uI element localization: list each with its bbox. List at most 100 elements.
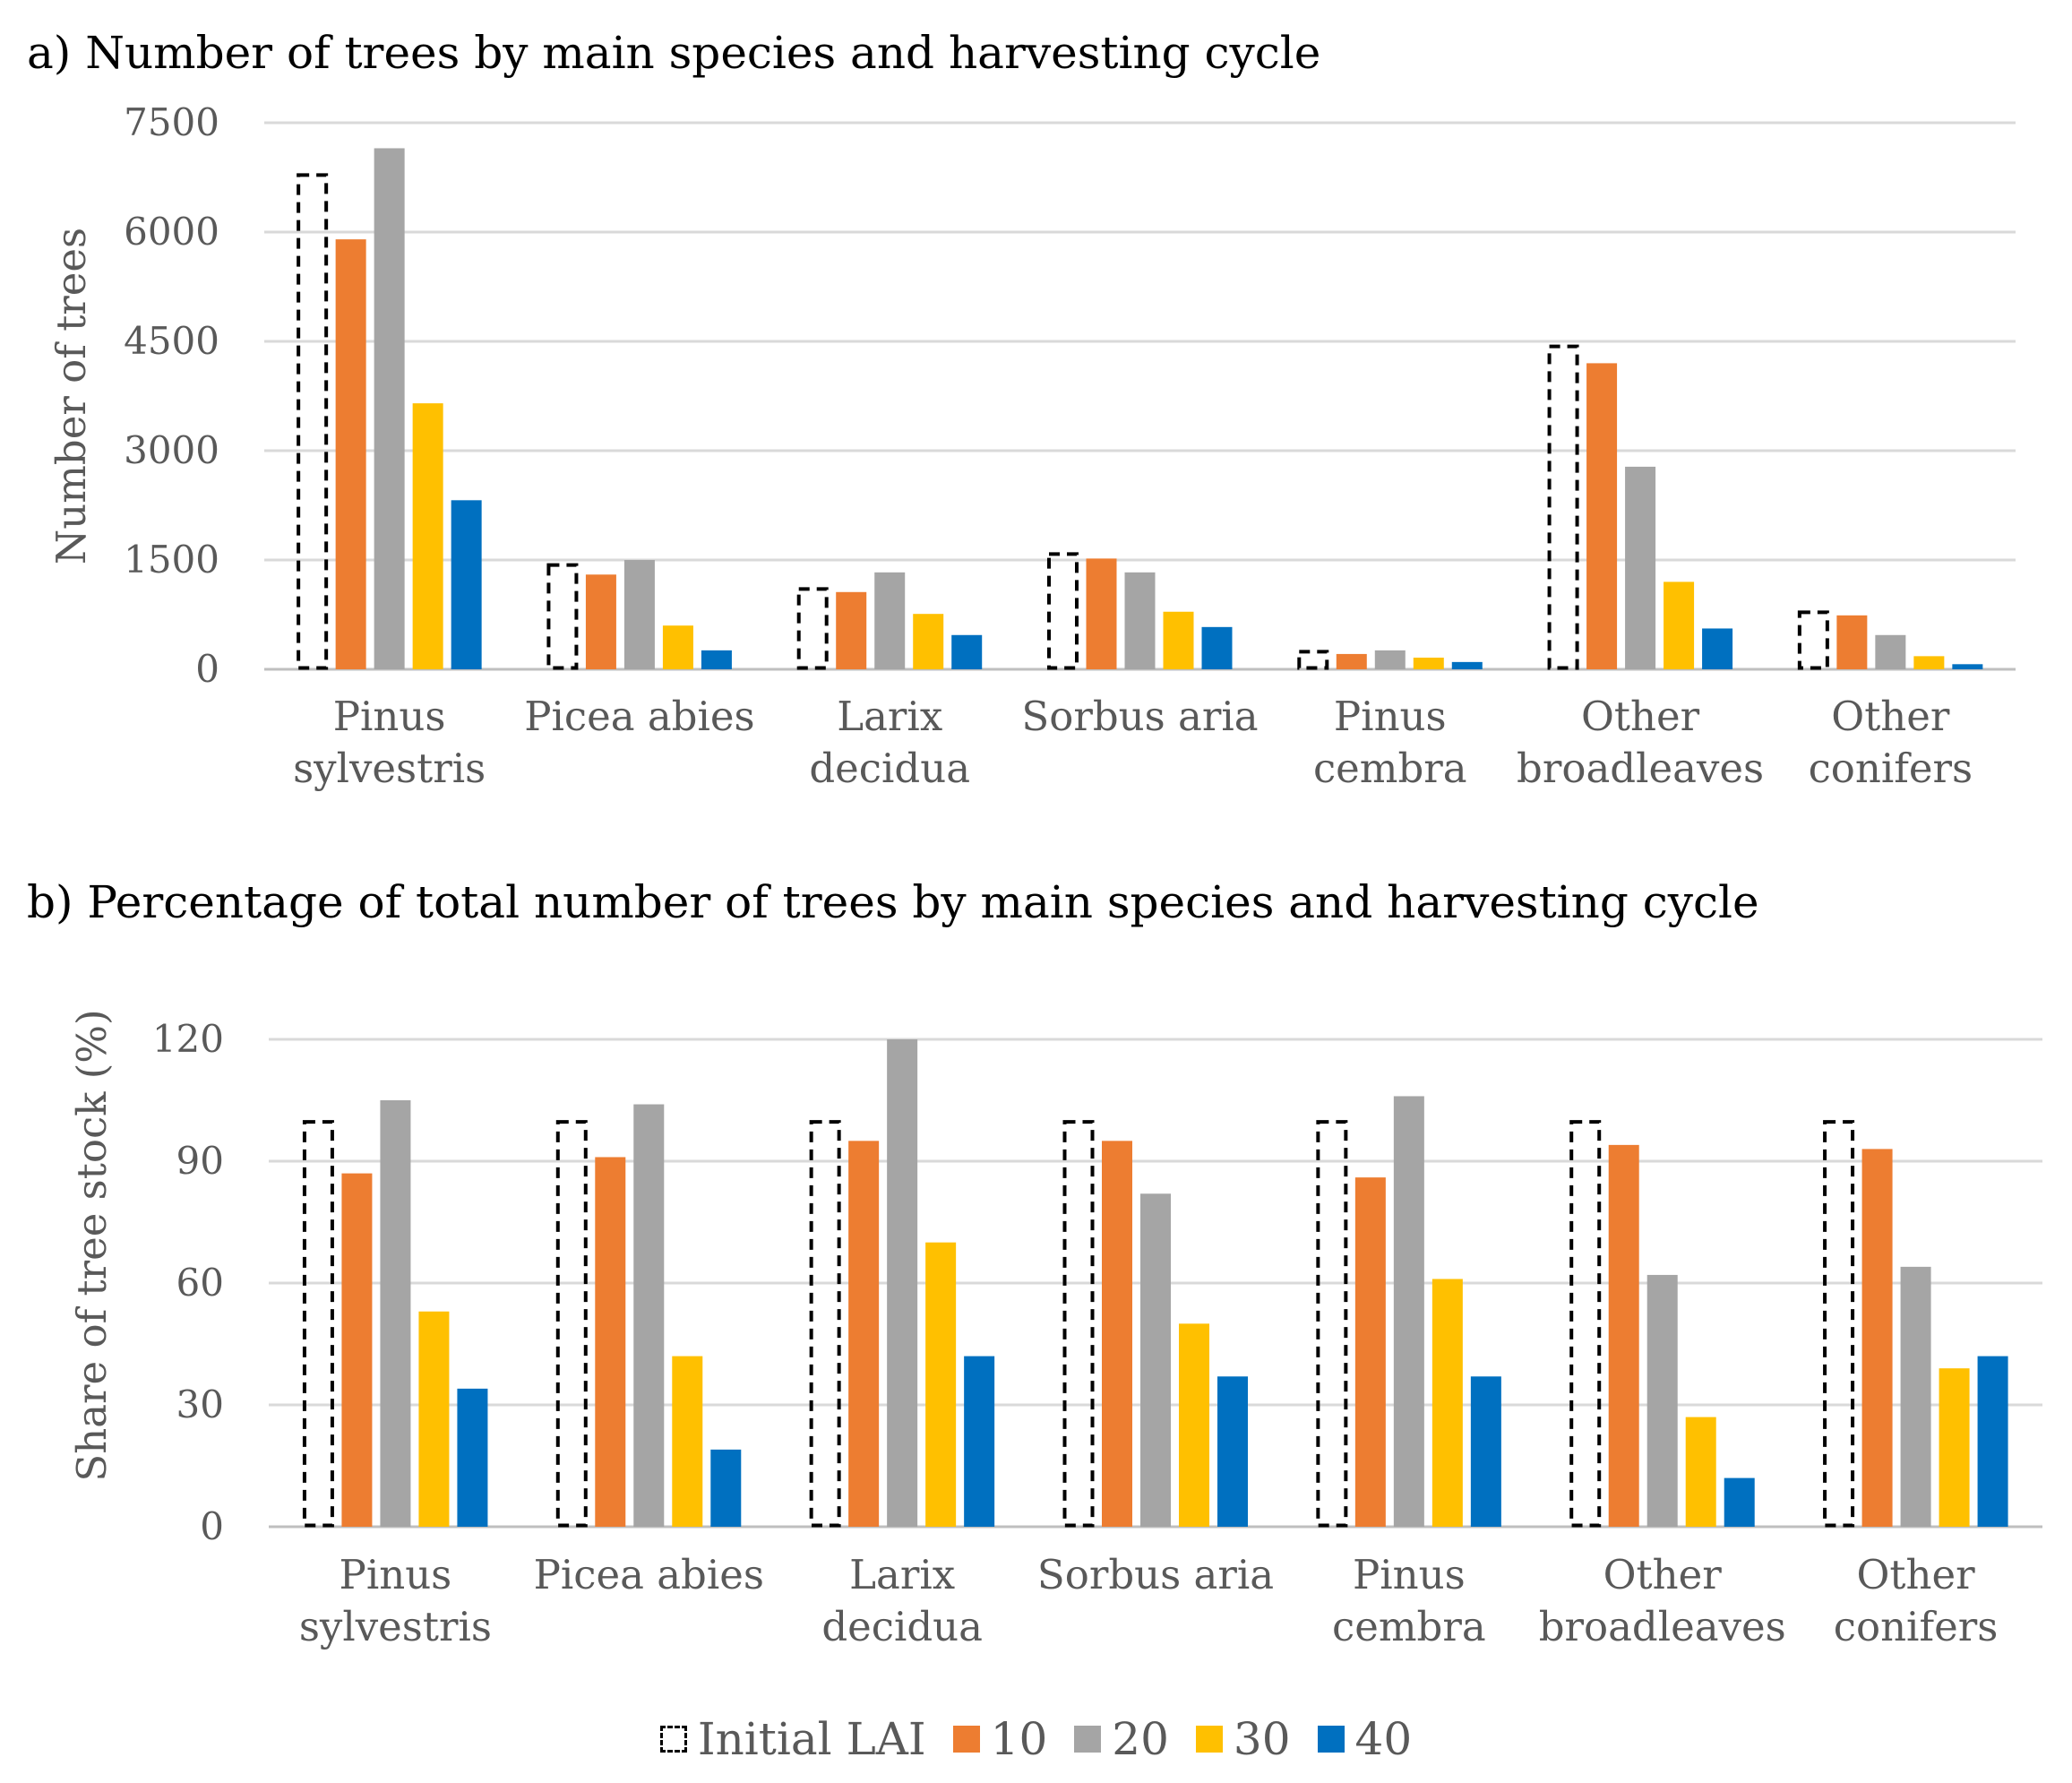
category-label: Pinus bbox=[1334, 693, 1447, 740]
legend-label-10: 10 bbox=[990, 1713, 1048, 1765]
category-label: Other bbox=[1603, 1551, 1723, 1598]
y-axis-title: Number of trees bbox=[47, 228, 95, 564]
bar-initial-lai-pinus-cembra bbox=[1297, 650, 1329, 670]
category-label: sylvestris bbox=[293, 745, 486, 792]
legend-item-30: 30 bbox=[1195, 1713, 1291, 1765]
chart-a-title: a) Number of trees by main species and h… bbox=[27, 27, 1321, 79]
bar-20-pinus-cembra bbox=[1393, 1096, 1424, 1527]
y-tick-label: 0 bbox=[200, 1504, 224, 1548]
bar-40-other-broadleaves bbox=[1724, 1477, 1755, 1527]
bar-30-other-broadleaves bbox=[1664, 581, 1695, 669]
category-label: Picea abies bbox=[534, 1551, 764, 1598]
category-label: Other bbox=[1857, 1551, 1976, 1598]
bar-initial-lai-pinus-sylvestris bbox=[297, 173, 329, 670]
bar-40-other-broadleaves bbox=[1702, 628, 1733, 669]
bar-10-picea-abies bbox=[595, 1157, 626, 1527]
legend-swatch-30 bbox=[1195, 1726, 1223, 1753]
bar-30-pinus-sylvestris bbox=[418, 1311, 450, 1527]
y-tick-label: 120 bbox=[152, 1017, 224, 1061]
bar-20-picea-abies bbox=[623, 560, 655, 669]
category-label: broadleaves bbox=[1517, 745, 1764, 792]
bar-10-other-conifers bbox=[1861, 1149, 1893, 1527]
legend-item-20: 20 bbox=[1074, 1713, 1169, 1765]
legend-swatch-20 bbox=[1074, 1726, 1102, 1753]
bar-40-larix-decidua bbox=[964, 1356, 995, 1527]
bar-10-larix-decidua bbox=[848, 1141, 880, 1527]
bar-30-other-conifers bbox=[1939, 1368, 1970, 1527]
category-label: decidua bbox=[821, 1603, 983, 1650]
chart-b-title: b) Percentage of total number of trees b… bbox=[27, 876, 1759, 928]
category-label: Larix bbox=[837, 693, 942, 740]
legend-item-initial-lai: Initial LAI bbox=[659, 1713, 926, 1765]
chart-b: 0 30 60 90 120 Share of tree stock (%) Pinus sy… bbox=[68, 1009, 2042, 1650]
bar-initial-lai-other-conifers bbox=[1823, 1120, 1855, 1528]
bar-10-sorbus-aria bbox=[1102, 1141, 1132, 1527]
legend-label-initial-lai: Initial LAI bbox=[697, 1713, 926, 1765]
category-label: conifers bbox=[1809, 745, 1973, 792]
bar-40-other-conifers bbox=[1977, 1356, 2008, 1527]
bar-20-other-conifers bbox=[1875, 634, 1906, 669]
bar-10-pinus-cembra bbox=[1336, 653, 1367, 669]
bar-initial-lai-other-broadleaves bbox=[1547, 344, 1579, 670]
bar-20-other-broadleaves bbox=[1625, 466, 1656, 669]
bar-20-sorbus-aria bbox=[1124, 572, 1156, 669]
bar-40-pinus-cembra bbox=[1451, 661, 1483, 669]
bar-30-other-broadleaves bbox=[1685, 1417, 1716, 1527]
bar-10-larix-decidua bbox=[836, 591, 867, 669]
y-tick-label: 30 bbox=[176, 1382, 224, 1426]
bar-initial-lai-sorbus-aria bbox=[1062, 1120, 1095, 1528]
bar-initial-lai-pinus-sylvestris bbox=[302, 1120, 334, 1528]
bar-30-larix-decidua bbox=[913, 614, 944, 669]
category-label: Other bbox=[1831, 693, 1950, 740]
category-label: sylvestris bbox=[299, 1603, 492, 1650]
bar-initial-lai-pinus-cembra bbox=[1316, 1120, 1348, 1528]
y-axis-title: Share of tree stock (%) bbox=[68, 1009, 116, 1481]
category-label: cembra bbox=[1313, 745, 1467, 792]
bar-initial-lai-other-broadleaves bbox=[1569, 1120, 1602, 1528]
bar-initial-lai-larix-decidua bbox=[796, 587, 829, 670]
bar-30-sorbus-aria bbox=[1163, 611, 1194, 669]
bar-40-pinus-sylvestris bbox=[457, 1388, 488, 1527]
legend: Initial LAI 10 20 30 40 bbox=[0, 1713, 2072, 1765]
bar-40-picea-abies bbox=[710, 1449, 742, 1527]
chart-a: 0 1500 3000 4500 6000 7500 Number of trees Pinu… bbox=[47, 100, 2016, 792]
legend-swatch-initial-lai bbox=[659, 1726, 687, 1753]
category-label: conifers bbox=[1834, 1603, 1999, 1650]
bar-30-other-conifers bbox=[1913, 656, 1945, 669]
legend-label-30: 30 bbox=[1233, 1713, 1291, 1765]
legend-label-40: 40 bbox=[1354, 1713, 1413, 1765]
category-label: decidua bbox=[809, 745, 970, 792]
bar-10-sorbus-aria bbox=[1086, 558, 1117, 669]
bar-10-pinus-cembra bbox=[1354, 1177, 1386, 1527]
y-tick-label: 90 bbox=[176, 1139, 224, 1183]
bar-30-pinus-cembra bbox=[1431, 1279, 1463, 1527]
bar-30-pinus-cembra bbox=[1413, 657, 1444, 669]
bar-initial-lai-picea-abies bbox=[546, 563, 579, 670]
bar-20-pinus-sylvestris bbox=[380, 1100, 411, 1527]
legend-swatch-10 bbox=[952, 1726, 980, 1753]
bar-20-other-broadleaves bbox=[1646, 1274, 1678, 1527]
bar-initial-lai-other-conifers bbox=[1797, 610, 1829, 670]
bar-initial-lai-sorbus-aria bbox=[1047, 552, 1079, 670]
bar-10-pinus-sylvestris bbox=[335, 239, 366, 669]
bar-10-other-conifers bbox=[1836, 615, 1868, 669]
bar-40-pinus-cembra bbox=[1470, 1376, 1501, 1527]
y-tick-label: 6000 bbox=[124, 210, 219, 254]
category-label: cembra bbox=[1332, 1603, 1486, 1650]
bar-initial-lai-picea-abies bbox=[555, 1120, 588, 1528]
y-tick-label: 1500 bbox=[124, 538, 219, 581]
bar-30-pinus-sylvestris bbox=[412, 403, 443, 669]
bar-initial-lai-larix-decidua bbox=[809, 1120, 841, 1528]
bar-20-larix-decidua bbox=[887, 1039, 918, 1527]
bar-40-larix-decidua bbox=[951, 634, 983, 669]
category-label: Other bbox=[1581, 693, 1700, 740]
bar-30-picea-abies bbox=[672, 1356, 703, 1527]
category-label: Pinus bbox=[333, 693, 446, 740]
bar-20-larix-decidua bbox=[874, 572, 906, 669]
bar-10-other-broadleaves bbox=[1608, 1144, 1639, 1527]
category-label: Picea abies bbox=[524, 693, 754, 740]
bar-40-sorbus-aria bbox=[1217, 1376, 1248, 1527]
bar-20-pinus-sylvestris bbox=[374, 148, 405, 669]
category-label: Pinus bbox=[1353, 1551, 1466, 1598]
